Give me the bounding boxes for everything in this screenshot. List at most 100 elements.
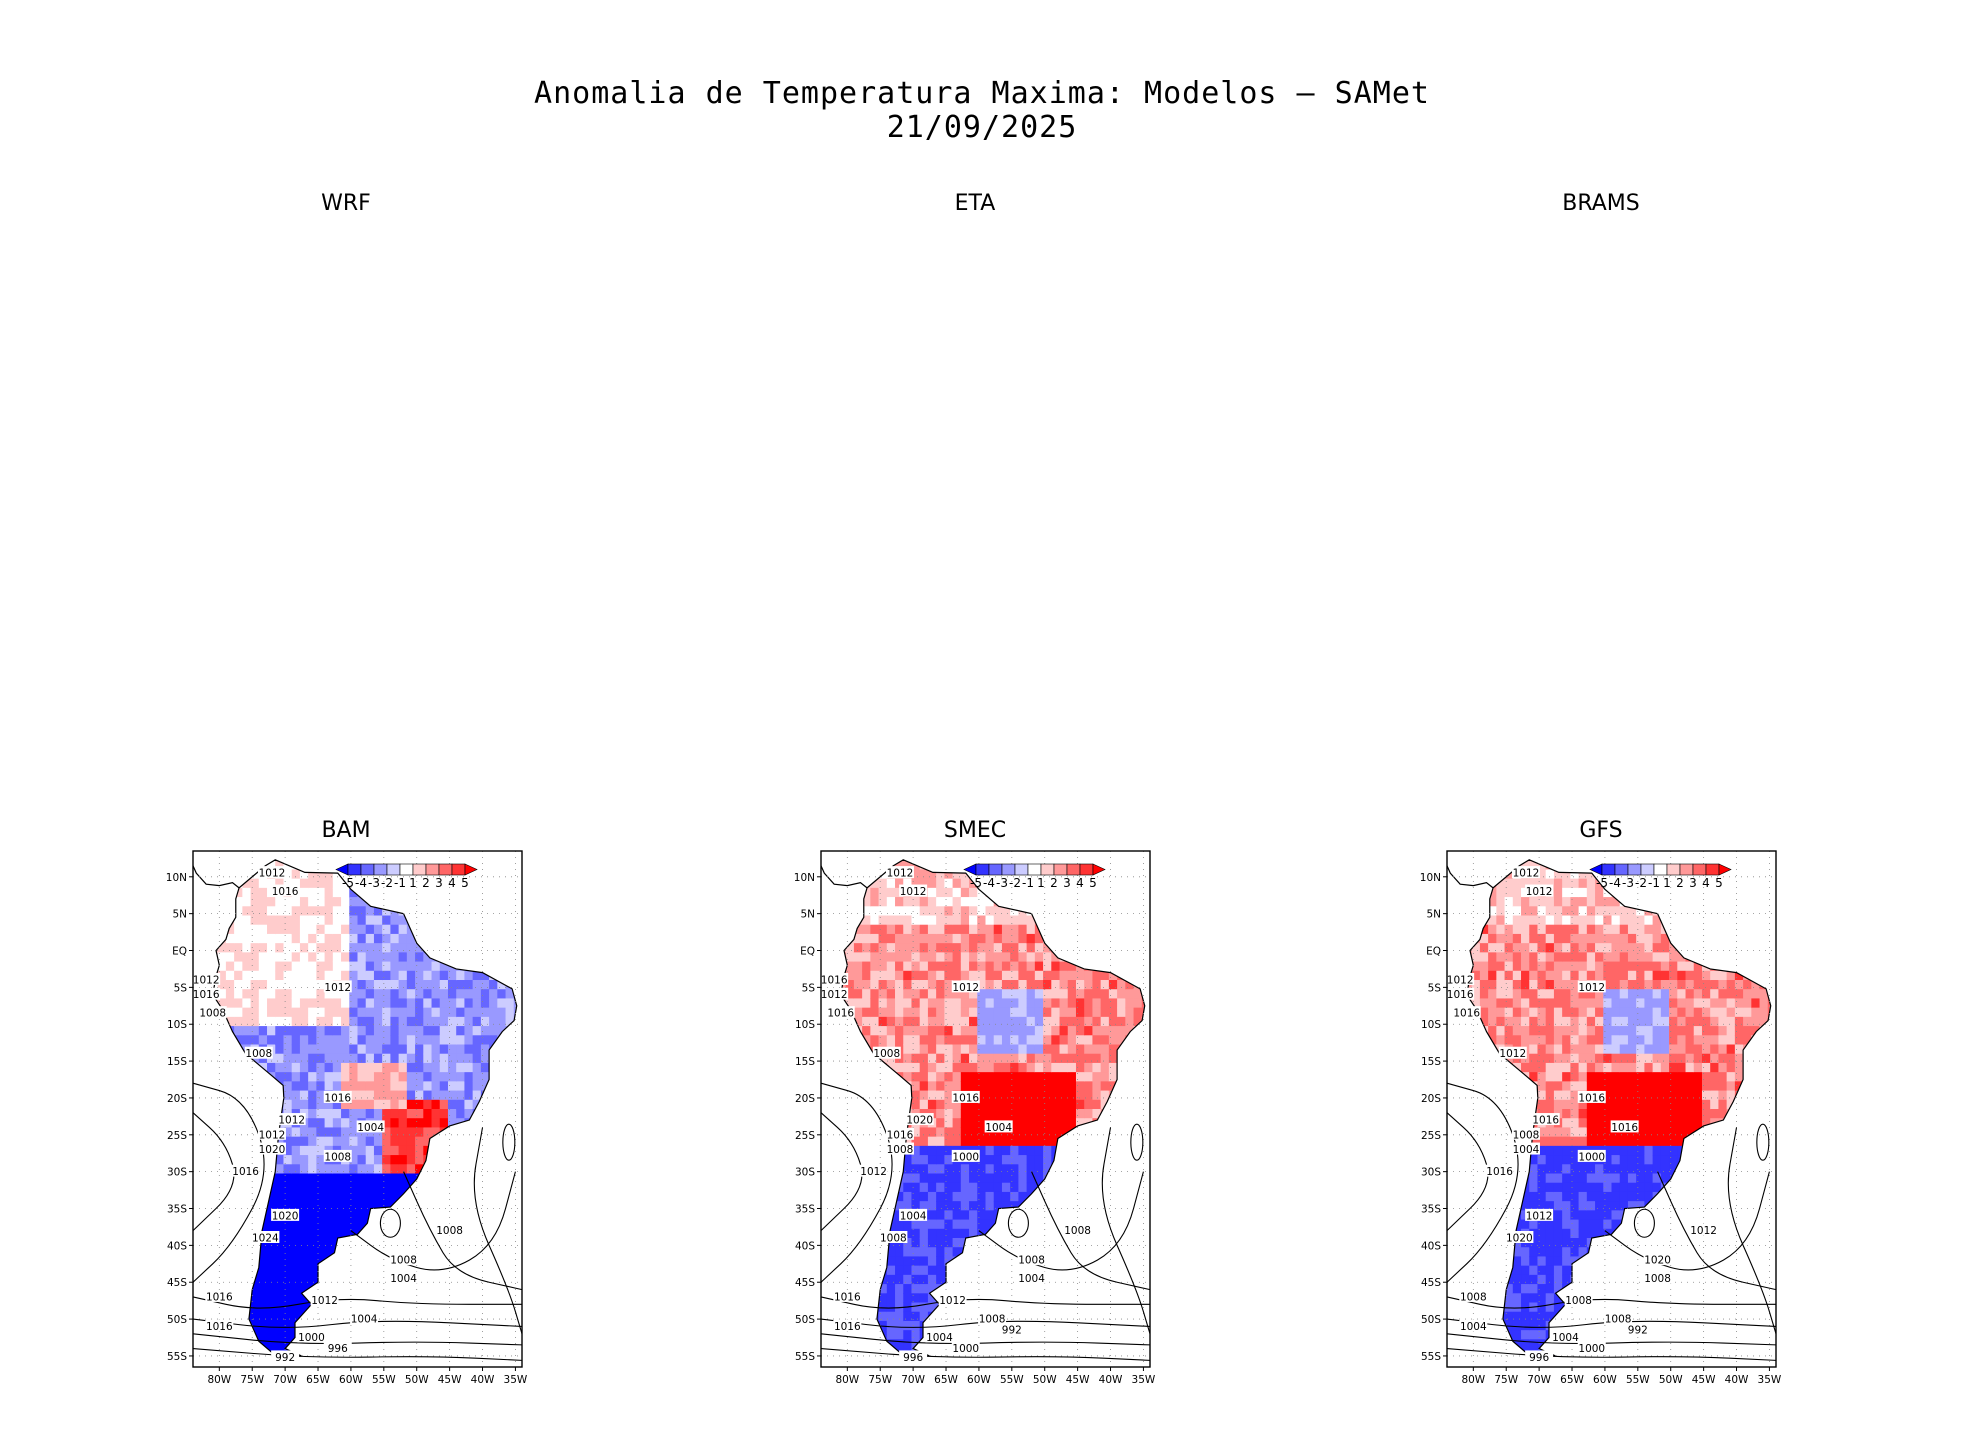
isobar-label: 1012: [193, 975, 220, 987]
lat-tick-label: 5N: [1426, 909, 1441, 921]
grid-lines: [193, 851, 522, 1367]
lat-tick-label: 50S: [795, 1314, 815, 1326]
isobar-label: 1012: [1526, 886, 1553, 898]
lat-tick-label: 5S: [802, 982, 816, 994]
lon-tick-label: 80W: [1461, 1374, 1485, 1386]
isobar-label: 1016: [1611, 1122, 1638, 1134]
isobar-label: 1012: [1526, 1210, 1553, 1222]
isobar-label: 1004: [351, 1314, 378, 1326]
isobar-label: 1008: [873, 1048, 900, 1060]
lon-tick-label: 60W: [1593, 1374, 1617, 1386]
map-frame: [1446, 850, 1777, 1368]
isobar-label: 1012: [278, 1115, 305, 1127]
main-date: 21/09/2025: [886, 110, 1078, 145]
lon-tick-label: 75W: [240, 1374, 264, 1386]
lat-tick-label: 25S: [167, 1130, 187, 1142]
lon-tick-label: 60W: [967, 1374, 991, 1386]
lat-tick-label: 30S: [1421, 1167, 1441, 1179]
colorbar-label: 3: [1689, 876, 1697, 890]
colorbar: -5 -4 -3 -2 -1 1 2 3 4 5: [963, 863, 1106, 890]
lon-tick-label: 55W: [1000, 1374, 1024, 1386]
isobar-label: 1016: [834, 1321, 861, 1333]
isobar-label: 1008: [1513, 1129, 1540, 1141]
lat-tick-label: 55S: [795, 1351, 815, 1363]
isobar-label: 1016: [827, 1008, 854, 1020]
lat-tick-label: 55S: [1421, 1351, 1441, 1363]
isobar-label: 1008: [1565, 1295, 1592, 1307]
coastline: [212, 859, 518, 1359]
lon-tick-label: 45W: [438, 1374, 462, 1386]
lat-tick-label: 5S: [1428, 982, 1442, 994]
colorbar-label: 2: [422, 876, 430, 890]
isobar-label: 1008: [1460, 1291, 1487, 1303]
lat-tick-label: 10N: [794, 872, 815, 884]
isobar-label: 1020: [1506, 1233, 1533, 1245]
lon-tick-label: 35W: [1132, 1374, 1156, 1386]
panel-title-brams: BRAMS: [1562, 191, 1640, 216]
colorbar-label: -1: [394, 876, 406, 890]
anomaly-field: [1466, 859, 1771, 1359]
isobar-label: 1008: [979, 1314, 1006, 1326]
isobar-label: 1016: [1447, 989, 1474, 1001]
isobar-labels: 1012 1016 1012 1016 1008 1012 1008 1016 1012 1016…: [192, 866, 464, 1364]
lat-tick-label: 10N: [1420, 872, 1441, 884]
isobar-label: 1016: [272, 886, 299, 898]
lon-tick-label: 55W: [1626, 1374, 1650, 1386]
lon-tick-label: 35W: [1758, 1374, 1782, 1386]
isobar-label: 996: [903, 1352, 923, 1364]
lon-tick-label: 60W: [339, 1374, 363, 1386]
isobar-label: 1000: [1578, 1343, 1605, 1355]
isobar-label: 1012: [324, 982, 351, 994]
lat-tick-label: 35S: [1421, 1204, 1441, 1216]
lon-tick-label: 65W: [306, 1374, 330, 1386]
isobar-label: 1008: [199, 1008, 226, 1020]
colorbar-label: 5: [1089, 876, 1097, 890]
colorbar-label: -3: [996, 876, 1008, 890]
lon-tick-label: 75W: [1494, 1374, 1518, 1386]
isobar-label: 1012: [259, 1129, 286, 1141]
isobar-label: 1004: [985, 1122, 1012, 1134]
isobar-label: 1004: [900, 1210, 927, 1222]
colorbar-label: -5: [1596, 876, 1608, 890]
lon-tick-label: 40W: [1099, 1374, 1123, 1386]
lat-tick-label: 45S: [167, 1277, 187, 1289]
lon-tick-label: 70W: [1527, 1374, 1551, 1386]
lat-tick-label: 20S: [795, 1093, 815, 1105]
lon-tick-label: 70W: [273, 1374, 297, 1386]
lat-tick-label: 10S: [1421, 1019, 1441, 1031]
isobar-label: 1012: [1513, 868, 1540, 880]
panel-title-smec: SMEC: [943, 818, 1007, 843]
isobar-label: 1012: [900, 886, 927, 898]
colorbar-label: 2: [1676, 876, 1684, 890]
isobar-label: 1016: [1532, 1115, 1559, 1127]
lon-tick-label: 50W: [1033, 1374, 1057, 1386]
lat-tick-label: 50S: [167, 1314, 187, 1326]
isobar-label: 1012: [860, 1166, 887, 1178]
colorbar-label: -4: [983, 876, 995, 890]
lon-tick-label: 80W: [207, 1374, 231, 1386]
isobar-label: 1012: [1447, 975, 1474, 987]
colorbar-label: 5: [461, 876, 469, 890]
lat-tick-label: 40S: [795, 1240, 815, 1252]
lat-tick-label: 15S: [1421, 1056, 1441, 1068]
isobar-labels: 1012101210161012101610121008101610161012…: [820, 866, 1092, 1364]
colorbar-label: -1: [1022, 876, 1034, 890]
isobar-label: 1012: [952, 982, 979, 994]
lat-tick-label: EQ: [1426, 946, 1441, 958]
colorbar-label: 1: [1663, 876, 1671, 890]
lat-tick-label: 15S: [167, 1056, 187, 1068]
colorbar-label: 5: [1715, 876, 1723, 890]
lat-tick-label: 35S: [795, 1204, 815, 1216]
isobar-label: 1016: [206, 1291, 233, 1303]
isobar-label: 1008: [390, 1255, 417, 1267]
isobar-label: 1020: [259, 1144, 286, 1156]
main-title: Anomalia de Temperatura Maxima: Modelos …: [534, 76, 1430, 111]
lat-tick-label: 15S: [795, 1056, 815, 1068]
isobar-label: 1008: [436, 1225, 463, 1237]
isobar-label: 996: [328, 1343, 348, 1355]
colorbar-label: 4: [1702, 876, 1710, 890]
lon-tick-label: 55W: [372, 1374, 396, 1386]
isobar-label: 1020: [1644, 1255, 1671, 1267]
colorbar-label: -2: [1009, 876, 1021, 890]
